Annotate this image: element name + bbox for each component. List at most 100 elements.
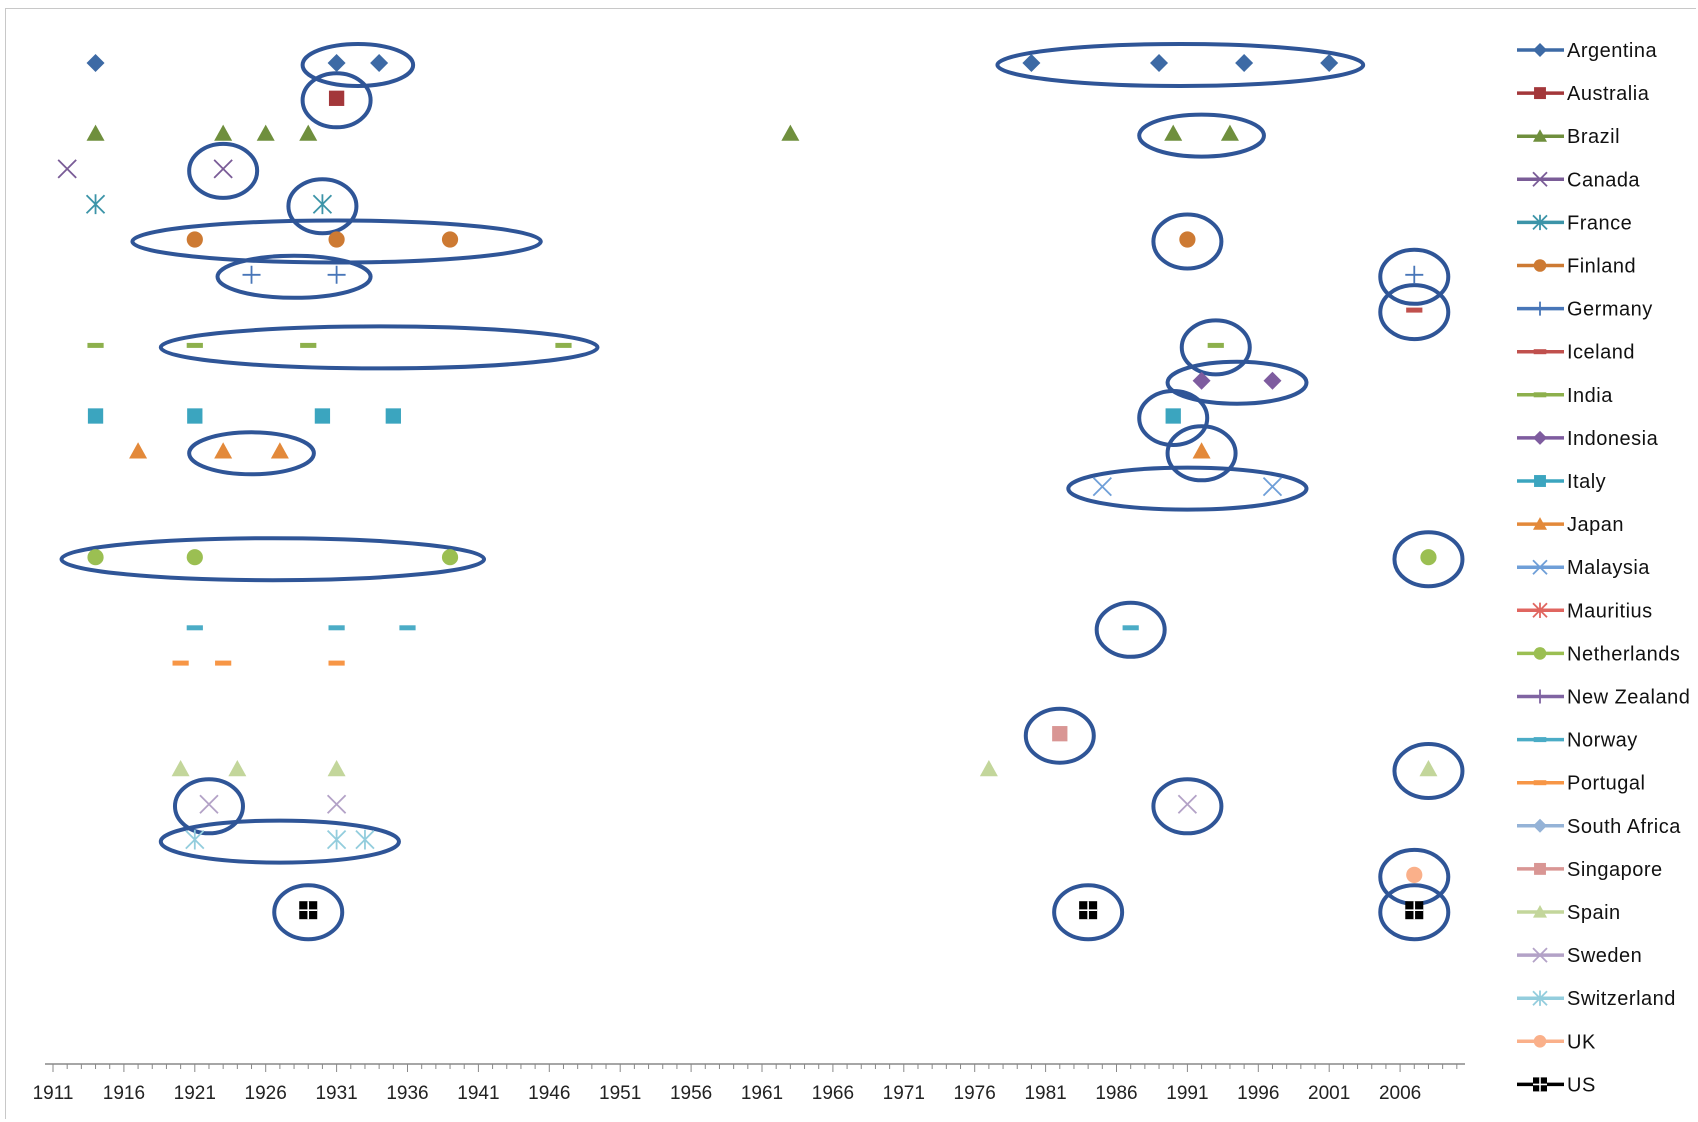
data-point-spain-1920 [171, 760, 190, 777]
data-point-indonesia-1997 [1263, 371, 1282, 390]
data-point-sweden-1931 [326, 794, 347, 814]
legend-item-france: France [1517, 212, 1632, 234]
highlight-ellipse-malaysia-1985 [1066, 465, 1309, 512]
data-point-argentina-2001 [1320, 54, 1339, 72]
x-tick-label-1936: 1936 [386, 1083, 428, 1104]
data-point-sweden-1991 [1177, 794, 1198, 814]
legend-label-germany: Germany [1567, 299, 1653, 321]
legend-label-france: France [1567, 212, 1632, 234]
data-point-australia-1931 [328, 90, 345, 106]
highlight-ellipse-us-2007 [1378, 883, 1451, 942]
highlight-ellipse-spain-2008 [1392, 742, 1465, 800]
legend-item-finland: Finland [1517, 256, 1636, 278]
highlight-ellipse-australia-1931 [300, 71, 373, 130]
highlight-ellipse-india-1921 [158, 324, 600, 371]
legend-marker-france [1532, 214, 1548, 231]
x-tick-label-1956: 1956 [670, 1083, 712, 1104]
highlight-ellipse-iceland-2007 [1378, 283, 1451, 342]
highlight-ellipse-us-1929 [272, 883, 345, 942]
data-point-uk-2007 [1406, 866, 1423, 884]
data-point-argentina-1934 [370, 54, 389, 72]
highlight-ellipse-canada-1923 [187, 141, 260, 200]
highlight-ellipse-indonesia-1992 [1165, 359, 1309, 406]
legend-label-argentina: Argentina [1567, 40, 1657, 62]
data-point-brazil-1929 [299, 124, 318, 141]
data-point-brazil-1990 [1164, 124, 1183, 141]
legend-label-finland: Finland [1567, 256, 1636, 278]
legend-label-south-africa: South Africa [1567, 816, 1681, 838]
highlight-ellipse-germany-1925 [215, 253, 373, 300]
data-point-spain-1931 [327, 760, 346, 777]
highlight-ellipse-switzerland-1921 [158, 818, 401, 865]
highlight-ellipse-italy-1990 [1137, 389, 1210, 447]
legend: Argentina Australia Brazil Canada France Finl… [1517, 40, 1690, 1096]
highlight-ellipse-germany-2007 [1378, 247, 1451, 306]
x-tick-label-2001: 2001 [1308, 1083, 1350, 1104]
legend-item-spain: Spain [1517, 902, 1621, 924]
x-tick-label-1971: 1971 [883, 1083, 925, 1104]
legend-label-canada: Canada [1567, 169, 1640, 191]
x-tick-label-1981: 1981 [1024, 1083, 1066, 1104]
legend-marker-indonesia [1533, 430, 1547, 445]
legend-label-switzerland: Switzerland [1567, 988, 1676, 1010]
legend-item-india: India [1517, 385, 1613, 407]
data-point-finland-1991 [1179, 231, 1196, 248]
legend-label-italy: Italy [1567, 471, 1606, 493]
legend-item-iceland: Iceland [1517, 342, 1635, 364]
data-point-argentina-1980 [1022, 54, 1041, 72]
x-tick-label-2006: 2006 [1379, 1083, 1421, 1104]
data-point-sweden-1922 [199, 794, 219, 814]
data-point-japan-1923 [214, 442, 233, 459]
data-point-brazil-1994 [1220, 124, 1239, 141]
data-point-spain-1977 [979, 760, 998, 777]
data-point-netherlands-1939 [441, 549, 459, 566]
data-point-finland-1931 [328, 231, 345, 248]
legend-marker-malaysia [1532, 559, 1548, 575]
legend-marker-india [1533, 392, 1547, 398]
data-point-switzerland-1921 [185, 829, 205, 850]
data-point-germany-1931 [327, 265, 346, 284]
data-point-italy-1935 [385, 408, 401, 424]
x-tick-label-1986: 1986 [1095, 1083, 1137, 1104]
data-point-italy-1914 [87, 408, 104, 424]
legend-marker-canada [1532, 171, 1548, 187]
legend-label-norway: Norway [1567, 730, 1638, 752]
legend-label-indonesia: Indonesia [1567, 428, 1659, 450]
data-point-portugal-1920 [172, 660, 189, 666]
x-tick-label-1926: 1926 [245, 1083, 287, 1104]
legend-label-mauritius: Mauritius [1567, 600, 1653, 622]
legend-item-sweden: Sweden [1517, 945, 1642, 967]
highlight-ellipse-finland-1991 [1151, 212, 1224, 271]
legend-label-japan: Japan [1567, 514, 1624, 536]
legend-label-uk: UK [1567, 1031, 1596, 1053]
legend-item-new-zealand: New Zealand [1517, 687, 1690, 709]
legend-label-spain: Spain [1567, 902, 1621, 924]
legend-item-singapore: Singapore [1517, 859, 1663, 881]
highlight-ellipse-netherlands-2008 [1392, 530, 1465, 589]
highlight-ellipse-norway-1987 [1094, 600, 1167, 659]
legend-item-germany: Germany [1517, 299, 1653, 321]
data-point-japan-1917 [129, 442, 148, 459]
data-point-norway-1936 [399, 625, 416, 631]
data-point-canada-1923 [213, 159, 233, 179]
data-point-brazil-1963 [781, 124, 800, 141]
data-point-india-1914 [87, 342, 104, 348]
data-point-japan-1992 [1192, 442, 1211, 459]
data-point-norway-1921 [186, 625, 203, 631]
x-tick-label-1951: 1951 [599, 1083, 641, 1104]
legend-label-singapore: Singapore [1567, 859, 1663, 881]
legend-marker-italy [1534, 475, 1546, 487]
data-point-spain-1924 [228, 760, 247, 777]
data-point-switzerland-1933 [355, 829, 375, 850]
data-point-india-1929 [300, 342, 317, 348]
x-tick-label-1946: 1946 [528, 1083, 570, 1104]
legend-label-portugal: Portugal [1567, 773, 1646, 795]
data-point-netherlands-1921 [186, 549, 203, 566]
legend-item-italy: Italy [1517, 471, 1606, 493]
x-tick-label-1996: 1996 [1237, 1083, 1279, 1104]
highlight-ellipse-india-1993 [1179, 318, 1252, 377]
legend-marker-germany [1533, 301, 1547, 316]
data-point-india-1947 [555, 342, 572, 348]
highlight-ellipse-sweden-1991 [1151, 777, 1224, 836]
